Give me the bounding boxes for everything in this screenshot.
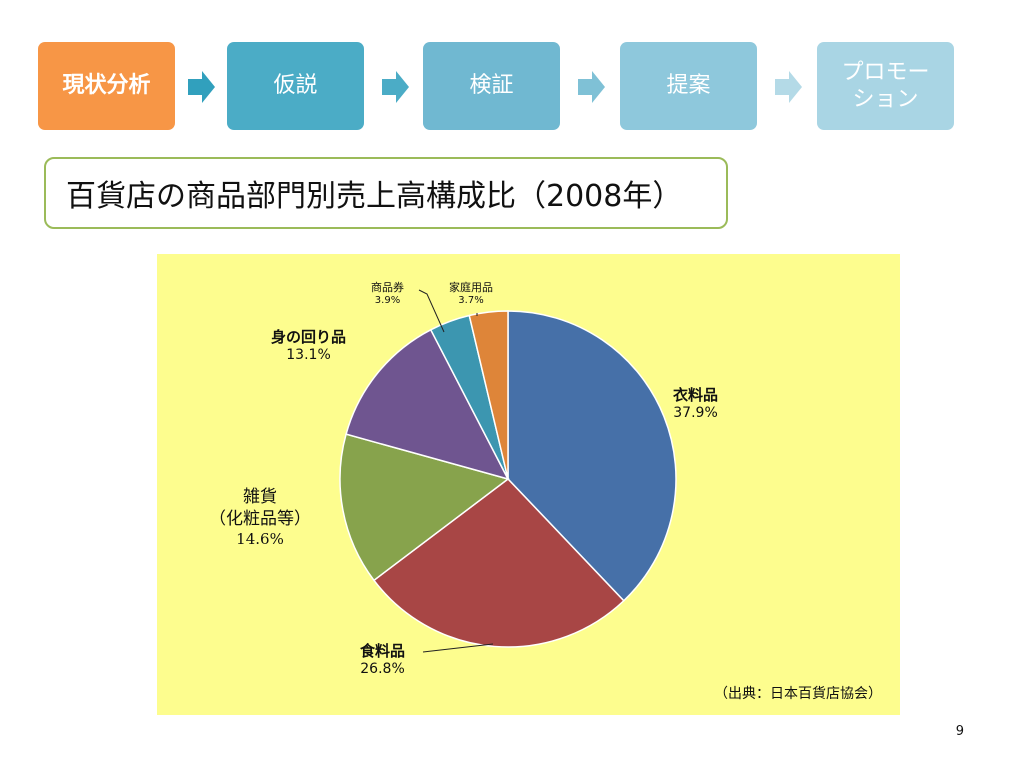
step-genjo-bunseki[interactable]: 現状分析 [38, 42, 175, 130]
label-value: 14.6% [236, 530, 284, 549]
slice-zakka [339, 433, 510, 582]
source-note: （出典：日本百貨店協会） [714, 686, 882, 702]
arrow-icon [382, 71, 409, 103]
label-iryohin: 衣料品 37.9% [673, 384, 718, 421]
pie-chart [339, 289, 677, 653]
slice-iryohin [507, 310, 677, 602]
label-minomawarihin: 身の回り品 13.1% [271, 326, 346, 363]
step-teian[interactable]: 提案 [620, 42, 757, 130]
label-value: 26.8% [360, 661, 405, 677]
label-name: 商品券 [371, 281, 404, 294]
arrow-shape [188, 71, 215, 103]
label-shokuryohin: 食料品 26.8% [360, 640, 405, 677]
label-value: 13.1% [286, 347, 331, 363]
label-name: 家庭用品 [449, 281, 493, 294]
label-value: 3.7% [458, 295, 484, 306]
arrow-shape [382, 71, 409, 103]
step-kasetsu[interactable]: 仮説 [227, 42, 364, 130]
arrow-icon [775, 71, 802, 103]
page-number: 9 [955, 724, 964, 739]
step-kensho[interactable]: 検証 [423, 42, 560, 130]
leader-line-shohinken [418, 289, 445, 333]
step-promotion[interactable]: プロモー ション [817, 42, 954, 130]
slice-kateiyohin [468, 310, 509, 480]
arrow-icon [188, 71, 215, 103]
arrow-shape [578, 71, 605, 103]
label-kateiyohin: 家庭用品 3.7% [449, 279, 493, 306]
leader-line-shokuryohin [422, 643, 494, 653]
label-zakka: 雑貨 （化粧品等） 14.6% [209, 486, 311, 548]
label-name: 衣料品 [673, 386, 719, 404]
label-name: 身の回り品 [271, 328, 347, 346]
label-value: 37.9% [673, 405, 718, 421]
page-title: 百貨店の商品部門別売上高構成比（2008年） [44, 157, 728, 229]
pie-chart-area: 衣料品 37.9% 食料品 26.8% 雑貨 （化粧品等） 14.6% 身の回り… [157, 254, 900, 715]
label-shohinken: 商品券 3.9% [371, 279, 404, 306]
label-name: 食料品 [360, 642, 406, 660]
label-name: 雑貨 （化粧品等） [209, 487, 311, 530]
arrow-icon [578, 71, 605, 103]
slice-minomawarihin [345, 328, 510, 481]
arrow-shape [775, 71, 802, 103]
label-value: 3.9% [374, 295, 401, 306]
slice-shokuryohin [372, 477, 625, 648]
